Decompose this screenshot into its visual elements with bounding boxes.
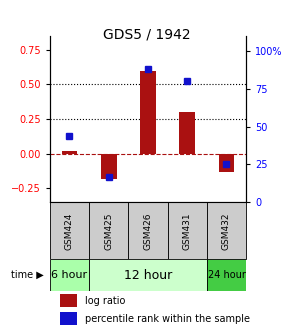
Bar <box>89 202 128 259</box>
Bar <box>89 259 207 291</box>
Bar <box>62 151 77 154</box>
Text: percentile rank within the sample: percentile rank within the sample <box>85 314 250 324</box>
Text: GSM431: GSM431 <box>183 212 192 250</box>
Bar <box>60 312 77 325</box>
Bar <box>219 154 234 172</box>
Bar <box>168 202 207 259</box>
Text: GSM432: GSM432 <box>222 212 231 250</box>
Bar <box>50 202 89 259</box>
Text: GSM426: GSM426 <box>144 212 152 250</box>
Bar <box>50 259 89 291</box>
Bar <box>179 112 195 154</box>
Text: 12 hour: 12 hour <box>124 268 172 282</box>
Bar <box>101 154 117 179</box>
Text: GSM425: GSM425 <box>104 212 113 250</box>
Bar <box>60 294 77 307</box>
Text: log ratio: log ratio <box>85 296 125 306</box>
Bar <box>140 71 156 154</box>
Bar <box>128 202 168 259</box>
Text: 6 hour: 6 hour <box>51 270 88 280</box>
Text: 24 hour: 24 hour <box>207 270 246 280</box>
Bar <box>207 259 246 291</box>
Text: GDS5 / 1942: GDS5 / 1942 <box>103 28 190 42</box>
Bar <box>207 202 246 259</box>
Text: GSM424: GSM424 <box>65 212 74 250</box>
Text: time ▶: time ▶ <box>11 270 44 280</box>
